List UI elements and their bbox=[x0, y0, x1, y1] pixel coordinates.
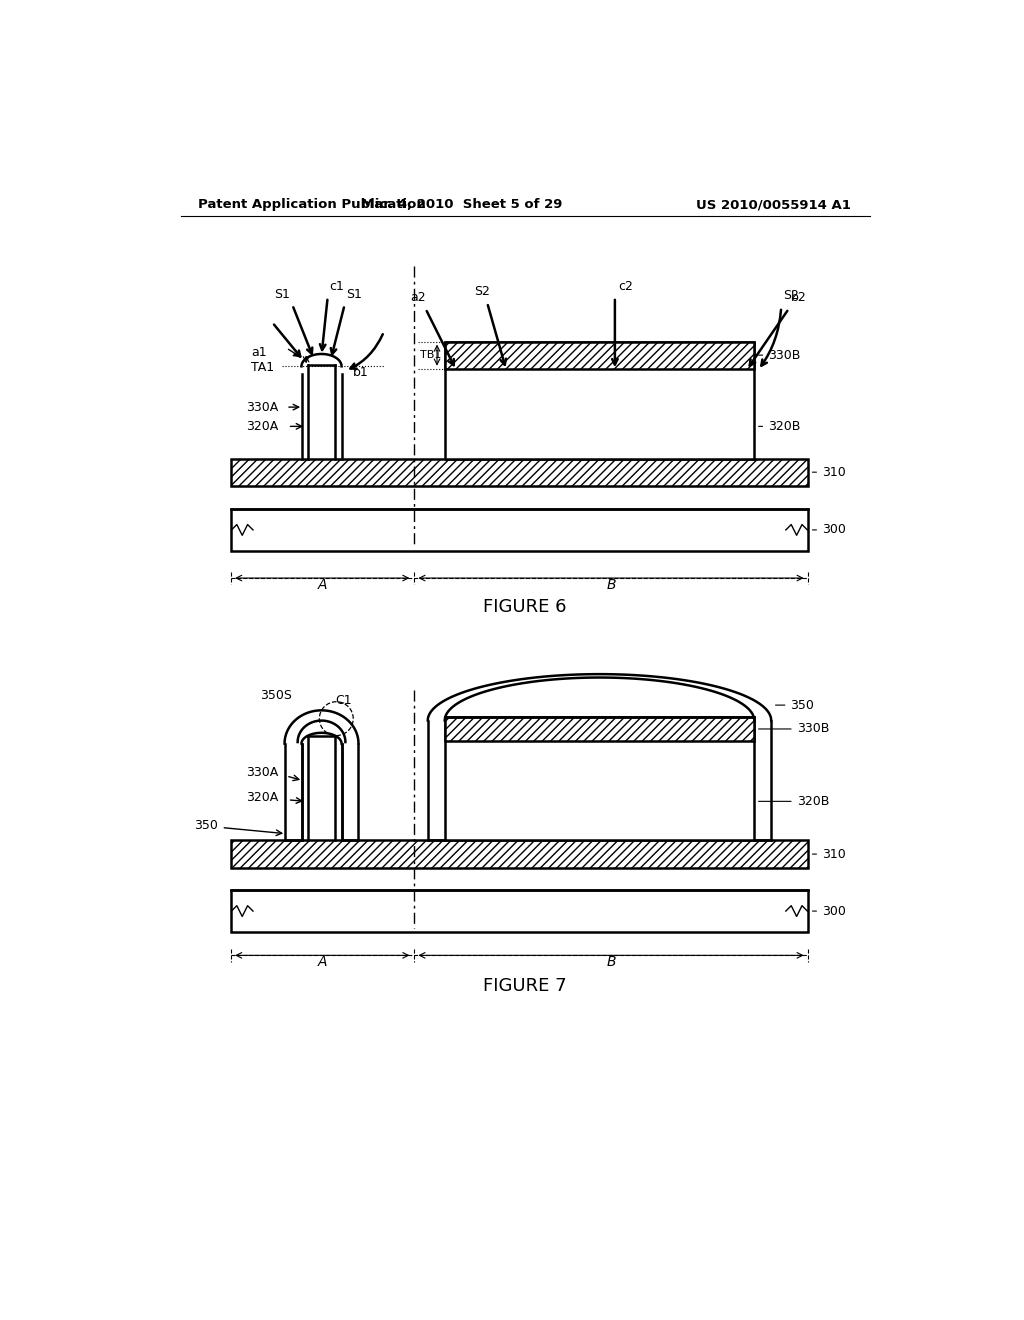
Text: 320B: 320B bbox=[759, 420, 801, 433]
Text: C1: C1 bbox=[336, 693, 352, 706]
Text: US 2010/0055914 A1: US 2010/0055914 A1 bbox=[695, 198, 851, 211]
Text: S1: S1 bbox=[273, 288, 290, 301]
Text: b2: b2 bbox=[792, 290, 807, 304]
Bar bbox=[230, 890, 808, 932]
Bar bbox=[230, 508, 808, 552]
Bar bbox=[444, 342, 755, 368]
Text: 320B: 320B bbox=[759, 795, 829, 808]
Text: 330A: 330A bbox=[246, 767, 279, 779]
Bar bbox=[230, 459, 808, 486]
Text: 350: 350 bbox=[775, 698, 814, 711]
Text: b1: b1 bbox=[353, 366, 369, 379]
Text: S2: S2 bbox=[474, 285, 489, 298]
Text: 320A: 320A bbox=[246, 420, 279, 433]
Text: Mar. 4, 2010  Sheet 5 of 29: Mar. 4, 2010 Sheet 5 of 29 bbox=[361, 198, 562, 211]
Text: 310: 310 bbox=[812, 466, 846, 479]
Bar bbox=[444, 717, 755, 840]
Text: FIGURE 6: FIGURE 6 bbox=[483, 598, 566, 616]
Text: B: B bbox=[606, 578, 615, 591]
Text: 330A: 330A bbox=[246, 400, 279, 413]
Text: B: B bbox=[606, 956, 615, 969]
Text: 310: 310 bbox=[812, 847, 846, 861]
Text: 350S: 350S bbox=[260, 689, 292, 702]
Text: TA1: TA1 bbox=[252, 362, 274, 375]
Bar bbox=[444, 342, 755, 459]
Bar bbox=[230, 840, 808, 869]
Bar bbox=[444, 717, 755, 742]
Text: a2: a2 bbox=[410, 290, 426, 304]
Text: A: A bbox=[317, 956, 327, 969]
Text: A: A bbox=[317, 578, 327, 591]
Text: c2: c2 bbox=[618, 280, 634, 293]
Text: 300: 300 bbox=[812, 524, 846, 536]
Text: 300: 300 bbox=[812, 904, 846, 917]
Text: S2: S2 bbox=[782, 289, 799, 302]
Text: c1: c1 bbox=[330, 280, 344, 293]
Text: 330B: 330B bbox=[759, 722, 829, 735]
Text: 330B: 330B bbox=[759, 348, 801, 362]
Text: FIGURE 7: FIGURE 7 bbox=[483, 977, 566, 995]
Text: a1: a1 bbox=[252, 346, 267, 359]
Text: S1: S1 bbox=[346, 288, 362, 301]
Text: TB1: TB1 bbox=[420, 350, 441, 360]
Text: 320A: 320A bbox=[246, 791, 279, 804]
Text: Patent Application Publication: Patent Application Publication bbox=[199, 198, 426, 211]
Text: 350: 350 bbox=[194, 820, 217, 833]
